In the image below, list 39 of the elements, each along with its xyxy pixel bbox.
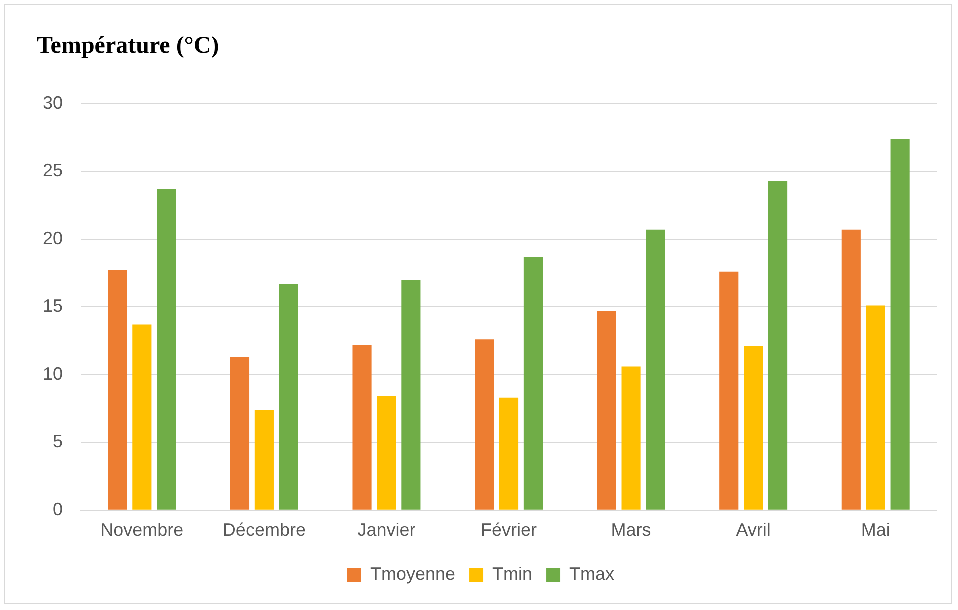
x-tick-label: Décembre xyxy=(222,520,306,540)
bar xyxy=(597,311,616,510)
y-tick-label: 20 xyxy=(42,228,64,248)
y-tick-label: 15 xyxy=(42,296,64,316)
bar xyxy=(646,230,666,510)
bar xyxy=(842,230,861,510)
y-tick-label: 5 xyxy=(53,432,64,452)
bar xyxy=(377,396,396,510)
bar xyxy=(402,280,421,510)
x-tick-label: Janvier xyxy=(358,520,416,540)
bar xyxy=(768,181,788,510)
legend-label: Tmoyenne xyxy=(370,564,456,584)
bar xyxy=(524,256,544,510)
bar xyxy=(475,340,494,510)
bar xyxy=(108,270,128,510)
bar xyxy=(622,366,641,510)
chart-title: Température (°C) xyxy=(37,33,220,60)
x-tick-label: Février xyxy=(481,520,538,540)
bar xyxy=(230,357,250,510)
x-tick-label: Novembre xyxy=(100,520,184,540)
y-tick-label: 30 xyxy=(42,92,64,113)
y-tick-label: 0 xyxy=(53,499,64,520)
bar xyxy=(744,346,764,510)
bar xyxy=(866,306,886,510)
x-tick-label: Mars xyxy=(611,520,652,540)
bar xyxy=(132,324,152,510)
bar xyxy=(157,189,176,510)
bar xyxy=(890,139,910,510)
x-tick-label: Avril xyxy=(736,520,771,540)
bar xyxy=(499,398,519,510)
bar xyxy=(279,284,298,510)
y-tick-label: 25 xyxy=(42,160,64,181)
y-tick-label: 10 xyxy=(42,364,64,384)
legend-label: Tmin xyxy=(492,564,533,584)
x-tick-label: Mai xyxy=(861,520,890,540)
bar xyxy=(720,272,739,510)
legend-label: Tmax xyxy=(570,564,615,584)
bar xyxy=(352,345,372,510)
bar xyxy=(254,410,274,510)
